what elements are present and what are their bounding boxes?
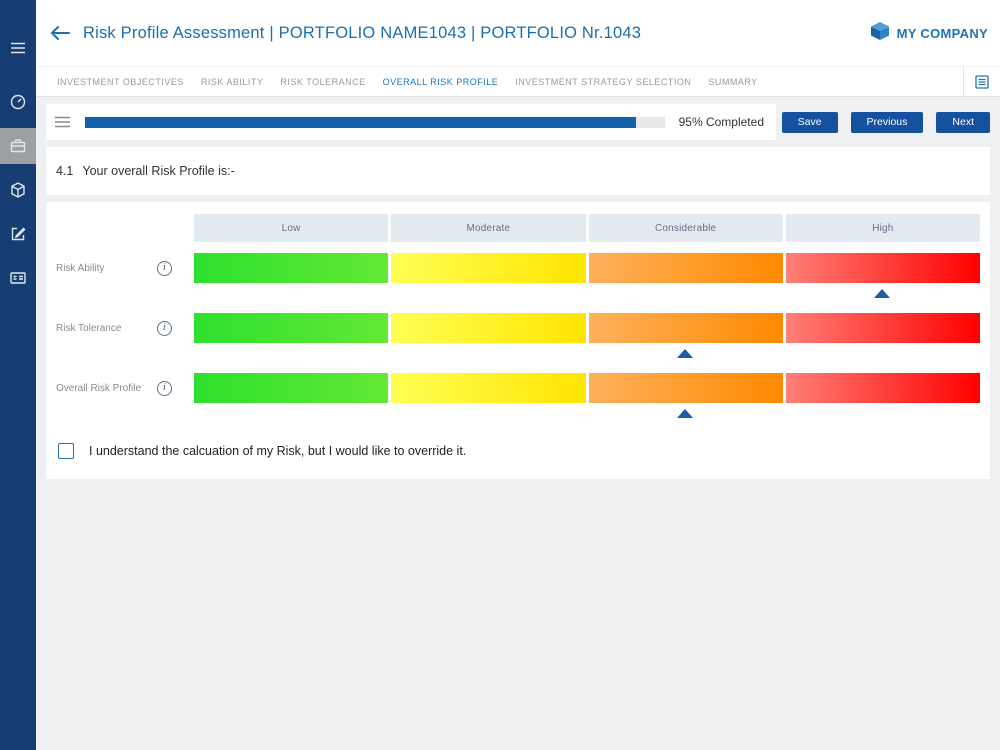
column-header-considerable: Considerable [588,214,783,242]
bar-segment-moderate [391,253,586,283]
header: Risk Profile Assessment | PORTFOLIO NAME… [36,0,1000,66]
back-button[interactable] [47,20,73,46]
question-card: 4.1 Your overall Risk Profile is:- [46,147,990,195]
bar-segment-considerable [588,253,783,283]
bar-segment-high [785,373,980,403]
bar-segment-high [785,313,980,343]
company-logo-icon [869,20,891,47]
override-row: I understand the calcuation of my Risk, … [58,443,980,465]
risk-gradient-bar [194,253,980,298]
previous-button[interactable]: Previous [850,111,924,133]
sidebar [0,0,36,750]
risk-gradient-bar [194,313,980,358]
risk-profile-card: Low Moderate Considerable High Risk Abil… [46,202,990,479]
bar-segment-low [194,253,389,283]
info-icon[interactable]: i [157,380,172,396]
progress-label: 95% Completed [678,115,764,129]
info-icon[interactable]: i [157,260,172,276]
tab-risk-tolerance[interactable]: RISK TOLERANCE [280,76,366,87]
risk-marker [677,349,694,358]
progress-bar [85,116,665,128]
bar-segment-moderate [391,373,586,403]
page-title: Risk Profile Assessment | PORTFOLIO NAME… [83,23,642,42]
tab-investment-objectives[interactable]: INVESTMENT OBJECTIVES [57,76,184,87]
bar-segment-considerable [588,373,783,403]
tab-risk-ability[interactable]: RISK ABILITY [200,76,264,87]
risk-marker [677,409,694,418]
menu-icon[interactable] [0,30,36,66]
row-label: Overall Risk Profile [56,382,142,394]
products-icon[interactable] [0,172,36,208]
accounts-icon[interactable] [0,260,36,296]
portfolio-icon[interactable] [0,128,36,164]
risk-table-header: Low Moderate Considerable High [56,214,980,242]
override-checkbox[interactable] [58,443,74,459]
bar-segment-high [785,253,980,283]
action-buttons: Save Previous Next [781,111,990,133]
tab-bar: INVESTMENT OBJECTIVES RISK ABILITY RISK … [36,66,1000,97]
risk-marker [873,289,890,298]
risk-row-overall: Overall Risk Profile i [56,373,980,418]
column-header-moderate: Moderate [391,214,586,242]
progress-row: 95% Completed Save Previous Next [46,104,990,140]
tab-overall-risk-profile[interactable]: OVERALL RISK PROFILE [382,76,499,87]
override-label: I understand the calcuation of my Risk, … [89,444,467,458]
column-header-low: Low [194,214,389,242]
bar-segment-low [194,313,389,343]
progress-fill [85,116,636,128]
risk-gradient-bar [194,373,980,418]
info-icon[interactable]: i [157,320,172,336]
risk-row-ability: Risk Ability i [56,253,980,298]
edit-icon[interactable] [0,216,36,252]
notes-icon[interactable] [963,66,1000,97]
tab-investment-strategy-selection[interactable]: INVESTMENT STRATEGY SELECTION [515,76,692,87]
bar-segment-considerable [588,313,783,343]
dashboard-icon[interactable] [0,84,36,120]
drag-handle-icon[interactable] [54,115,71,129]
row-label: Risk Tolerance [56,322,122,334]
tab-summary[interactable]: SUMMARY [708,76,758,87]
bar-segment-moderate [391,313,586,343]
next-button[interactable]: Next [936,111,990,133]
brand-name: MY COMPANY [896,25,988,41]
brand: MY COMPANY [869,20,988,47]
row-label: Risk Ability [56,262,105,274]
question-number: 4.1 [56,164,74,178]
column-header-high: High [785,214,980,242]
progress-card: 95% Completed [46,104,776,140]
save-button[interactable]: Save [781,111,838,133]
question-text: Your overall Risk Profile is:- [82,164,235,178]
bar-segment-low [194,373,389,403]
risk-row-tolerance: Risk Tolerance i [56,313,980,358]
